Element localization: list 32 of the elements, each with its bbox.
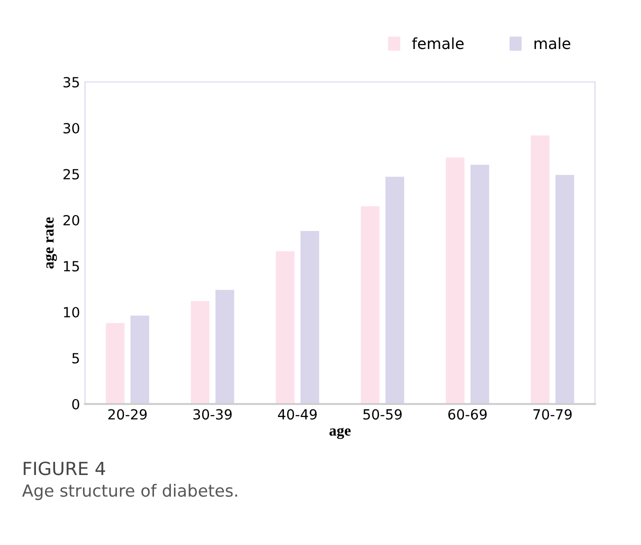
x-tick-label: 20-29 [108,409,147,420]
y-tick-label: 0 [72,398,80,410]
x-axis-title: age [329,428,351,439]
legend-label: female [412,37,464,50]
y-tick-label: 30 [64,122,80,134]
x-tick-label: 60-69 [448,409,487,420]
text: Age structure of diabetes. [22,484,238,500]
y-tick-label: 25 [63,168,79,180]
bar [555,174,574,404]
bar [130,316,150,404]
y-tick-label: 35 [64,76,79,88]
bar [530,135,550,404]
caption: FIGURE 4 [24,462,106,476]
x-tick-label: 70-79 [533,409,572,420]
legend-label: male [534,37,570,50]
bar [106,323,125,404]
bar [446,157,465,404]
bar [300,231,320,404]
y-tick-label: 15 [64,261,79,272]
bar [190,300,210,404]
x-tick-label: 30-39 [193,409,232,420]
bar [215,290,234,404]
y-tick-label: 5 [72,353,79,364]
bar [470,164,490,404]
y-axis-title: age rate [44,217,57,269]
bar [276,251,295,404]
bar [360,206,380,404]
bar [385,176,404,404]
y-tick-label: 10 [64,306,80,318]
y-tick-label: 20 [63,214,80,226]
x-tick-label: 40-49 [278,409,317,420]
x-tick-label: 50-59 [363,409,402,420]
